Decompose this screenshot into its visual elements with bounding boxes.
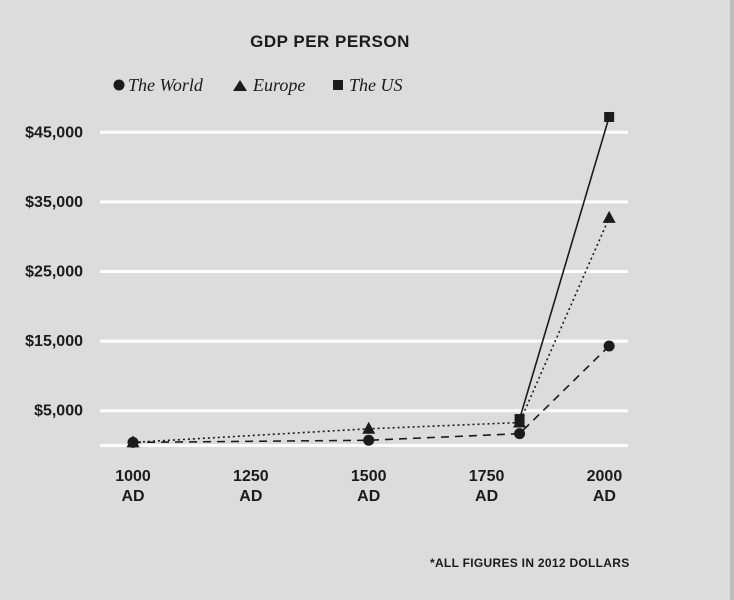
legend-label-the-world: The World xyxy=(128,75,204,95)
data-point-europe xyxy=(126,435,140,448)
data-point-the-world xyxy=(603,340,615,352)
x-tick-label-suffix: AD xyxy=(593,488,616,505)
series-line-the-world xyxy=(132,345,610,444)
legend-item-the-world: The World xyxy=(113,75,204,95)
x-tick-label: 2000 xyxy=(587,468,623,485)
x-tick-label: 1750 xyxy=(469,468,505,485)
legend-item-the-us: The US xyxy=(333,75,403,95)
footnote: *ALL FIGURES IN 2012 DOLLARS xyxy=(430,556,630,570)
y-tick-label: $45,000 xyxy=(25,124,83,141)
x-axis-tick-labels: 1000 AD 1250 AD 1500 AD 1750 AD 2000 AD xyxy=(115,468,622,505)
legend-circle-marker xyxy=(113,79,125,91)
data-series xyxy=(126,111,616,448)
x-tick-label-suffix: AD xyxy=(475,488,498,505)
legend: The World Europe The US xyxy=(113,75,403,95)
y-tick-label: $25,000 xyxy=(25,264,83,281)
data-point-europe xyxy=(602,210,616,223)
data-point-the-world xyxy=(514,428,526,440)
x-tick-label: 1500 xyxy=(351,468,387,485)
data-point-the-us xyxy=(514,414,525,425)
series-line-the-us xyxy=(518,116,610,420)
legend-label-the-us: The US xyxy=(349,75,403,95)
data-point-the-us xyxy=(604,111,615,122)
x-tick-label: 1000 xyxy=(115,468,151,485)
chart-title: GDP PER PERSON xyxy=(250,32,410,51)
data-point-the-world xyxy=(363,434,375,446)
y-tick-label: $5,000 xyxy=(34,403,83,420)
x-tick-label: 1250 xyxy=(233,468,269,485)
series-line-europe xyxy=(132,217,610,444)
y-tick-label: $35,000 xyxy=(25,194,83,211)
legend-square-marker xyxy=(333,80,343,90)
y-tick-label: $15,000 xyxy=(25,333,83,350)
gridlines xyxy=(100,130,628,447)
right-edge-divider xyxy=(730,0,734,600)
legend-label-europe: Europe xyxy=(252,75,305,95)
x-tick-label-suffix: AD xyxy=(121,488,144,505)
legend-item-europe: Europe xyxy=(233,75,305,95)
x-tick-label-suffix: AD xyxy=(357,488,380,505)
x-tick-label-suffix: AD xyxy=(239,488,262,505)
data-point-europe xyxy=(362,421,376,434)
y-axis-tick-labels: $5,000 $15,000 $25,000 $35,000 $45,000 xyxy=(25,124,83,419)
legend-triangle-marker xyxy=(233,80,247,91)
